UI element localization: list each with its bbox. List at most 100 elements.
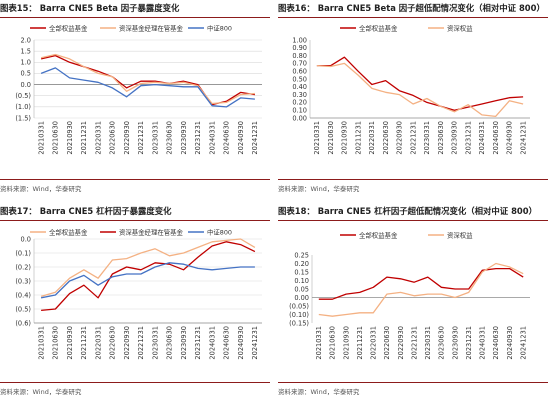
x-tick-label: 20230930: [451, 326, 459, 360]
x-tick-label: 20220630: [383, 326, 391, 360]
x-tick-label: 20210930: [341, 121, 349, 155]
y-tick-label: 0.00: [292, 114, 307, 122]
x-tick-label: 20240331: [208, 326, 216, 360]
x-tick-label: 20240930: [237, 121, 245, 155]
x-tick-label: 20220930: [397, 326, 405, 360]
x-tick-label: 20220930: [123, 121, 131, 155]
chart-svg: (1.5) (1.0) (0.5) 0.0 0.5 1.0 1.5 2.0 20210331 20…: [15, 23, 262, 155]
series-line-3: [40, 67, 255, 108]
y-tick-label: 0.80: [292, 52, 307, 60]
x-tick-label: 20220630: [109, 121, 117, 155]
x-tick-label: 20241231: [519, 121, 527, 155]
y-tick-label: (0.1): [15, 249, 31, 257]
y-tick-label: 0.05: [294, 285, 309, 293]
y-tick-label: (0.5): [15, 305, 31, 313]
x-tick-label: 20241231: [251, 326, 259, 360]
chart-panel-17: 图表17： Barra CNE5 杠杆因子暴露度变化 (0.6) (0.5) (0.…: [0, 203, 270, 403]
y-tick-label: 0.60: [292, 68, 307, 76]
y-tick-label: (1.0): [15, 103, 31, 111]
x-tick-label: 20210331: [315, 326, 323, 360]
chart-title: 图表18： Barra CNE5 杠杆因子超低配情况变化（相对中证 800）: [278, 206, 537, 216]
chart-svg: (0.6) (0.5) (0.4) (0.3) (0.2) (0.1) 0.0 2021033…: [15, 227, 262, 360]
y-tick-label: 0.20: [292, 99, 307, 107]
y-tick-label: 0.25: [294, 251, 309, 259]
x-tick-label: 20210331: [37, 326, 45, 360]
x-tick-label: 20230630: [438, 326, 446, 360]
title-rule: [278, 17, 548, 18]
x-tick-label: 20230930: [180, 326, 188, 360]
y-tick-label: 0.15: [294, 268, 309, 276]
chart-panel-18: 图表18： Barra CNE5 杠杆因子超低配情况变化（相对中证 800） (…: [278, 203, 548, 403]
x-tick-label: 20240630: [492, 121, 500, 155]
y-tick-label: 0.50: [292, 75, 307, 83]
series-line-1: [40, 54, 255, 106]
series-line-1: [40, 238, 256, 298]
y-tick-label: 0.20: [294, 260, 309, 268]
series-line-1: [316, 56, 524, 111]
x-tick-label: 20221231: [137, 326, 145, 360]
source-rule: [0, 179, 270, 180]
legend-label: 资深基金经理在管基金: [119, 227, 184, 236]
y-tick-label: 0.0: [21, 235, 32, 243]
x-tick-label: 20230630: [166, 326, 174, 360]
source-rule: [278, 382, 548, 383]
series-line-1: [318, 267, 524, 300]
x-tick-label: 20211231: [80, 326, 88, 360]
x-tick-label: 20230630: [437, 121, 445, 155]
y-tick-label: 1.5: [21, 47, 32, 55]
x-tick-label: 20241231: [251, 121, 259, 155]
y-tick-label: 1.00: [292, 36, 307, 44]
x-tick-label: 20210630: [329, 326, 337, 360]
y-tick-label: 0.40: [292, 83, 307, 91]
x-tick-label: 20211231: [354, 121, 362, 155]
y-tick-label: 0.90: [292, 44, 307, 52]
x-tick-label: 20240930: [237, 326, 245, 360]
x-tick-label: 20240630: [223, 121, 231, 155]
x-tick-label: 20211231: [80, 121, 88, 155]
source-note: 资料来源：Wind，华泰研究: [0, 388, 82, 396]
source-note: 资料来源：Wind，华泰研究: [0, 185, 82, 193]
y-tick-label: 0.00: [294, 294, 309, 302]
y-tick-label: (0.15): [289, 319, 309, 327]
chart-panel-15: 图表15： Barra CNE5 Beta 因子暴露度变化 (1.5) (1.0)…: [0, 0, 270, 200]
x-tick-label: 20230331: [424, 326, 432, 360]
x-tick-label: 20220930: [123, 326, 131, 360]
x-tick-label: 20220630: [382, 121, 390, 155]
y-tick-label: (0.4): [15, 291, 31, 299]
x-tick-label: 20241231: [519, 326, 527, 360]
x-tick-label: 20240630: [492, 326, 500, 360]
x-tick-label: 20231231: [194, 326, 202, 360]
chart-panel-16: 图表16： Barra CNE5 Beta 因子超低配情况变化（相对中证 800…: [278, 0, 548, 200]
series-line-3: [40, 262, 255, 299]
x-tick-label: 20210930: [66, 121, 74, 155]
y-tick-label: (0.6): [15, 319, 31, 327]
legend-label: 中证800: [207, 227, 232, 236]
legend-label: 全部权益基金: [49, 227, 88, 236]
x-tick-label: 20230331: [423, 121, 431, 155]
legend-label: 全部权益基金: [359, 23, 398, 32]
legend-label: 资深权益: [447, 230, 473, 239]
series-line-2: [41, 241, 256, 312]
legend-label: 资深基金经理在管基金: [119, 23, 184, 32]
x-tick-label: 20210630: [52, 326, 60, 360]
x-tick-label: 20221231: [137, 121, 145, 155]
series-line-2: [318, 262, 524, 317]
y-tick-label: 0.5: [21, 70, 32, 78]
x-tick-label: 20220331: [94, 121, 102, 155]
chart-svg: 0.000.100.200.300.400.500.600.700.800.90…: [292, 23, 530, 155]
x-tick-label: 20240331: [208, 121, 216, 155]
y-tick-label: (0.10): [289, 311, 309, 319]
source-rule: [278, 179, 548, 180]
y-tick-label: (0.3): [15, 277, 31, 285]
x-tick-label: 20240630: [223, 326, 231, 360]
x-tick-label: 20211231: [356, 326, 364, 360]
y-tick-label: 0.10: [292, 107, 307, 115]
x-tick-label: 20231231: [194, 121, 202, 155]
title-rule: [0, 17, 270, 18]
x-tick-label: 20240331: [478, 121, 486, 155]
title-rule: [278, 220, 548, 221]
chart-title: 图表16： Barra CNE5 Beta 因子超低配情况变化（相对中证 800…: [278, 3, 545, 13]
title-rule: [0, 220, 270, 221]
legend-label: 全部权益基金: [359, 230, 398, 239]
y-tick-label: 2.0: [21, 36, 32, 44]
